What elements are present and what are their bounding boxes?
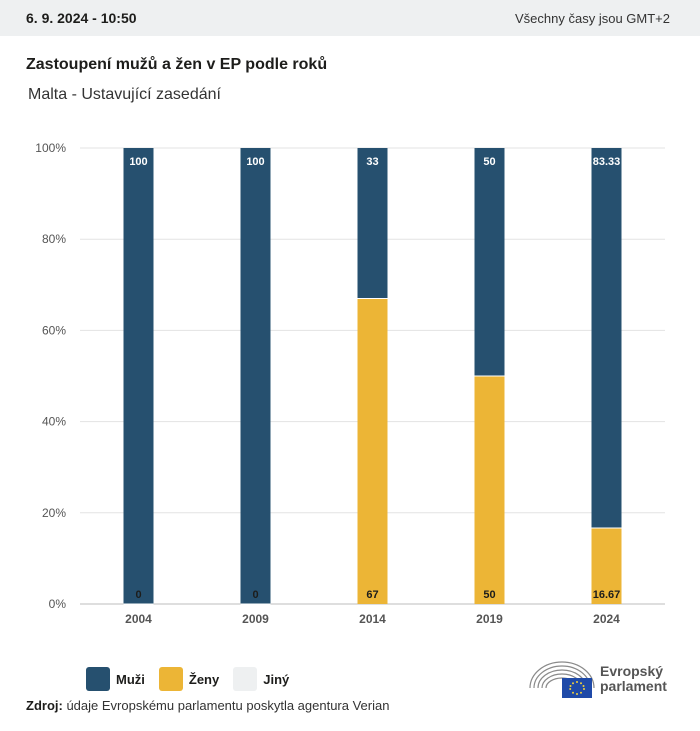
legend-swatch-zeny — [158, 667, 183, 691]
timestamp: 6. 9. 2024 - 10:50 — [26, 10, 137, 26]
source-text: údaje Evropskému parlamentu poskytla age… — [62, 698, 390, 713]
ep-logo: Evropský parlament — [528, 658, 678, 700]
legend-item-zeny[interactable]: Ženy — [158, 667, 220, 691]
bar-zeny — [357, 298, 388, 604]
x-tick-label: 2004 — [125, 612, 152, 626]
data-label-zeny: 0 — [135, 589, 141, 601]
legend-label-muzi: Muži — [116, 671, 145, 687]
y-tick-label: 60% — [42, 323, 66, 337]
legend-swatch-jiny — [233, 667, 258, 691]
y-tick-label: 20% — [42, 506, 66, 520]
data-label-muzi: 100 — [129, 156, 147, 168]
logo-line-2: parlament — [600, 678, 667, 694]
legend-item-muzi[interactable]: Muži — [86, 667, 145, 691]
eu-flag-icon — [562, 678, 592, 698]
logo-text: Evropský parlament — [600, 664, 667, 694]
top-bar: 6. 9. 2024 - 10:50 Všechny časy jsou GMT… — [0, 0, 700, 36]
bar-muzi — [357, 148, 388, 299]
data-label-zeny: 16.67 — [593, 589, 621, 601]
x-tick-label: 2014 — [359, 612, 386, 626]
bar-muzi — [474, 148, 505, 376]
data-label-zeny: 50 — [483, 589, 495, 601]
bar-muzi — [123, 148, 154, 604]
chart-title: Zastoupení mužů a žen v EP podle roků — [26, 56, 328, 73]
x-tick-label: 2019 — [476, 612, 503, 626]
y-tick-label: 100% — [35, 141, 66, 155]
stacked-bar-chart: 0% 20% 40% 60% 80% 100% 100 0 2004 100 0 2009 33 67 20… — [35, 141, 665, 626]
y-tick-label: 80% — [42, 232, 66, 246]
source-label: Zdroj: — [26, 698, 63, 713]
bar-muzi — [591, 148, 622, 528]
legend-label-jiny: Jiný — [263, 671, 290, 687]
x-tick-label: 2009 — [242, 612, 269, 626]
y-tick-label: 40% — [42, 415, 66, 429]
bar-zeny — [591, 527, 622, 604]
legend-label-zeny: Ženy — [188, 671, 220, 687]
x-tick-label: 2024 — [593, 612, 620, 626]
y-tick-label: 0% — [49, 597, 67, 611]
source-note: Zdroj: údaje Evropskému parlamentu posky… — [26, 698, 389, 713]
chart-subtitle: Malta - Ustavující zasedání — [28, 86, 221, 103]
data-label-zeny: 67 — [366, 589, 378, 601]
data-label-muzi: 50 — [483, 156, 495, 168]
data-label-muzi: 83.33 — [593, 156, 621, 168]
legend: Muži Ženy Jiný — [86, 667, 303, 691]
parliament-hemicycle-icon — [529, 661, 595, 698]
legend-swatch-muzi — [86, 667, 110, 691]
legend-item-jiny[interactable]: Jiný — [233, 667, 289, 691]
data-label-muzi: 100 — [246, 156, 264, 168]
data-label-zeny: 0 — [252, 589, 258, 601]
data-label-muzi: 33 — [366, 156, 378, 168]
bar-zeny — [474, 376, 505, 604]
timezone-note: Všechny časy jsou GMT+2 — [515, 10, 670, 26]
logo-line-1: Evropský — [600, 663, 664, 679]
bar-muzi — [240, 148, 271, 604]
